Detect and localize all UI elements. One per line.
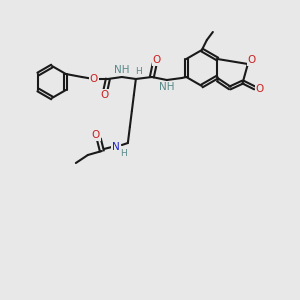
Text: NH: NH <box>159 82 175 92</box>
Text: H: H <box>136 68 142 76</box>
Text: O: O <box>153 55 161 65</box>
Text: O: O <box>101 90 109 100</box>
Text: O: O <box>90 74 98 84</box>
Text: O: O <box>92 130 100 140</box>
Text: O: O <box>256 84 264 94</box>
Text: O: O <box>248 55 256 65</box>
Text: N: N <box>112 142 120 152</box>
Text: NH: NH <box>114 65 130 75</box>
Text: H: H <box>121 148 127 158</box>
